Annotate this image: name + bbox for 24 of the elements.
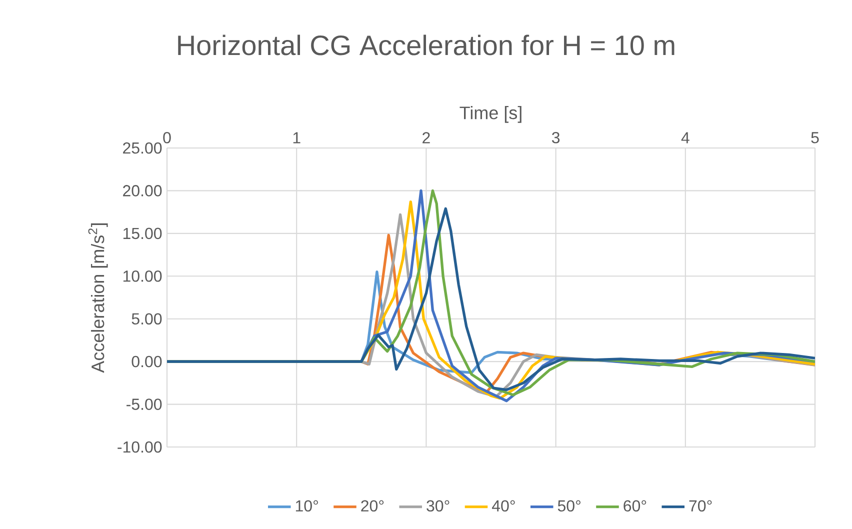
legend-label: 40° <box>492 500 515 512</box>
y-tick-label: 0.00 <box>132 356 162 368</box>
chart-title: Horizontal CG Acceleration for H = 10 m <box>178 34 674 56</box>
x-tick-label: 2 <box>422 132 430 144</box>
x-tick-label: 0 <box>163 132 171 144</box>
y-tick-label: 15.00 <box>123 228 162 240</box>
y-tick-label: 25.00 <box>123 142 162 154</box>
y-tick-label: 20.00 <box>123 185 162 196</box>
legend-label: 70° <box>689 500 712 512</box>
y-axis-title: Acceleration [m/s$^{2}$] <box>88 223 108 373</box>
x-tick-label: 1 <box>293 132 300 144</box>
legend-label: 20° <box>361 500 384 512</box>
x-tick-label: 3 <box>552 132 560 144</box>
y-tick-label: 5.00 <box>132 313 162 325</box>
legend-label: 30° <box>426 500 450 512</box>
x-axis-title: Time [s] <box>460 106 522 123</box>
y-tick-label: -10.00 <box>118 441 162 453</box>
legend-label: 10° <box>296 500 318 512</box>
y-tick-label: -5.00 <box>126 398 162 410</box>
legend-label: 60° <box>624 500 646 512</box>
x-tick-label: 4 <box>681 132 690 144</box>
x-tick-label: 5 <box>811 132 819 144</box>
y-tick-label: 10.00 <box>123 270 162 282</box>
legend-label: 50° <box>558 500 580 512</box>
